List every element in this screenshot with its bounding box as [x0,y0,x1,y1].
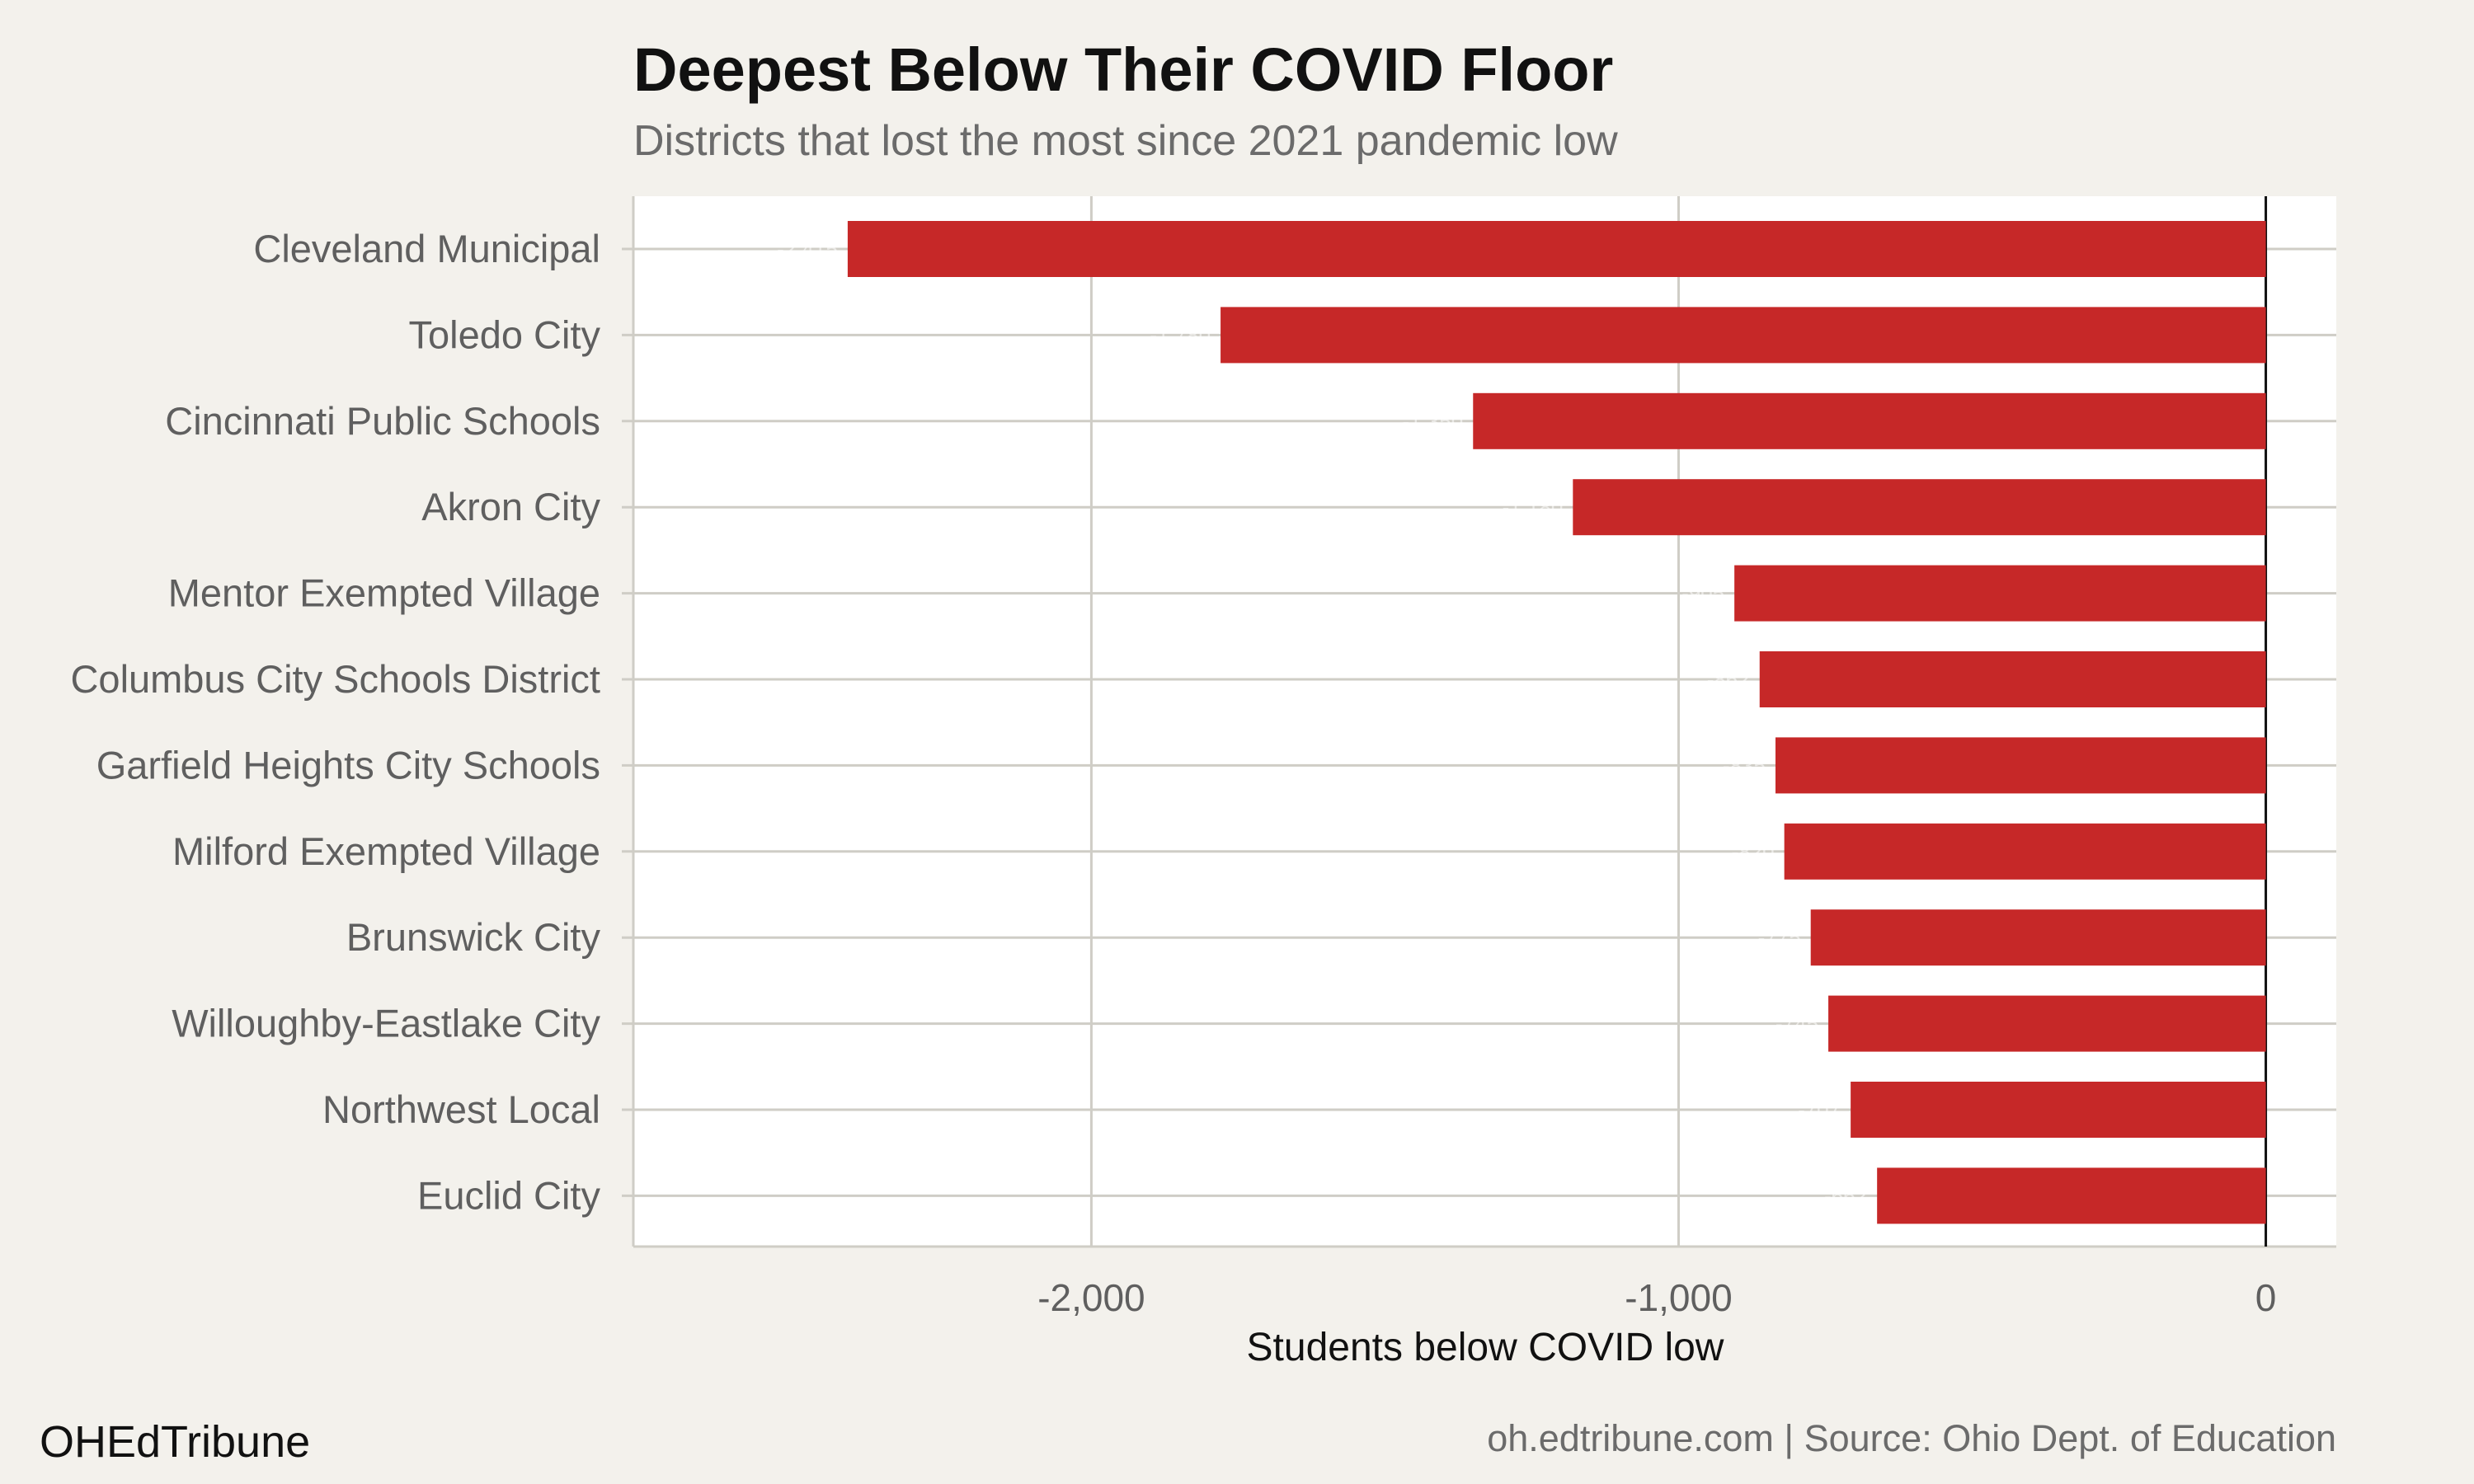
category-label-7: Garfield Heights City Schools [96,743,600,787]
bar-12 [1877,1167,2266,1224]
brand-logo-text: OHEdTribune [40,1417,310,1467]
data-label-11: -707 [1798,1097,1841,1122]
bar-4 [1573,479,2266,536]
data-label-9: -775 [1758,925,1801,950]
category-labels: Cleveland Municipal Toledo City Cincinnati… [70,227,600,1217]
data-label-10: -745 [1776,1012,1818,1036]
chart-subtitle: Districts that lost the most since 2021 … [633,117,1618,165]
data-label-1: -2,415 [777,237,838,261]
data-label-7: -835 [1723,753,1766,777]
source-credit: oh.edtribune.com | Source: Ohio Dept. of… [1487,1417,2336,1459]
bar-6 [1759,651,2266,707]
bar-5 [1734,565,2266,622]
data-label-8: -820 [1732,839,1775,864]
data-label-3: -1,350 [1403,409,1464,434]
bar-9 [1810,909,2266,966]
category-label-9: Brunswick City [346,915,601,959]
data-label-6: -862 [1707,667,1750,692]
data-label-4: -1,180 [1503,495,1564,519]
bars [847,221,2266,1224]
data-label-2: -1,780 [1150,322,1211,347]
category-label-1: Cleveland Municipal [253,227,600,270]
category-label-8: Milford Exempted Village [172,829,600,873]
x-axis-title: Students below COVID low [1247,1326,1724,1369]
category-label-10: Willoughby-Eastlake City [172,1002,600,1045]
category-label-4: Akron City [421,485,600,528]
x-tick-label-2: -1,000 [1625,1276,1732,1319]
category-label-11: Northwest Local [322,1087,600,1131]
category-label-2: Toledo City [409,312,601,356]
plot-panel [632,196,2336,1248]
category-label-12: Euclid City [417,1173,601,1217]
bar-7 [1775,737,2266,794]
bar-8 [1784,823,2266,880]
bar-1 [847,221,2266,277]
plot-panel-background [633,196,2336,1247]
bar-10 [1828,995,2266,1052]
category-label-3: Cincinnati Public Schools [165,399,600,443]
x-tick-label-1: -2,000 [1037,1276,1145,1319]
x-tick-label-3: 0 [2255,1276,2277,1319]
category-label-5: Mentor Exempted Village [168,571,600,615]
bar-11 [1851,1082,2266,1138]
data-label-12: -662 [1824,1183,1867,1208]
bar-2 [1221,307,2266,364]
x-tick-labels: -2,000 -1,000 0 [1037,1276,2276,1319]
data-labels: -2,415 -1,780 -1,350 -1,180 -905 -862 -835 -820… [777,237,1867,1208]
category-label-6: Columbus City Schools District [70,657,600,701]
bar-3 [1473,392,2266,449]
chart-title: Deepest Below Their COVID Floor [633,35,1613,104]
data-label-5: -905 [1681,581,1724,606]
